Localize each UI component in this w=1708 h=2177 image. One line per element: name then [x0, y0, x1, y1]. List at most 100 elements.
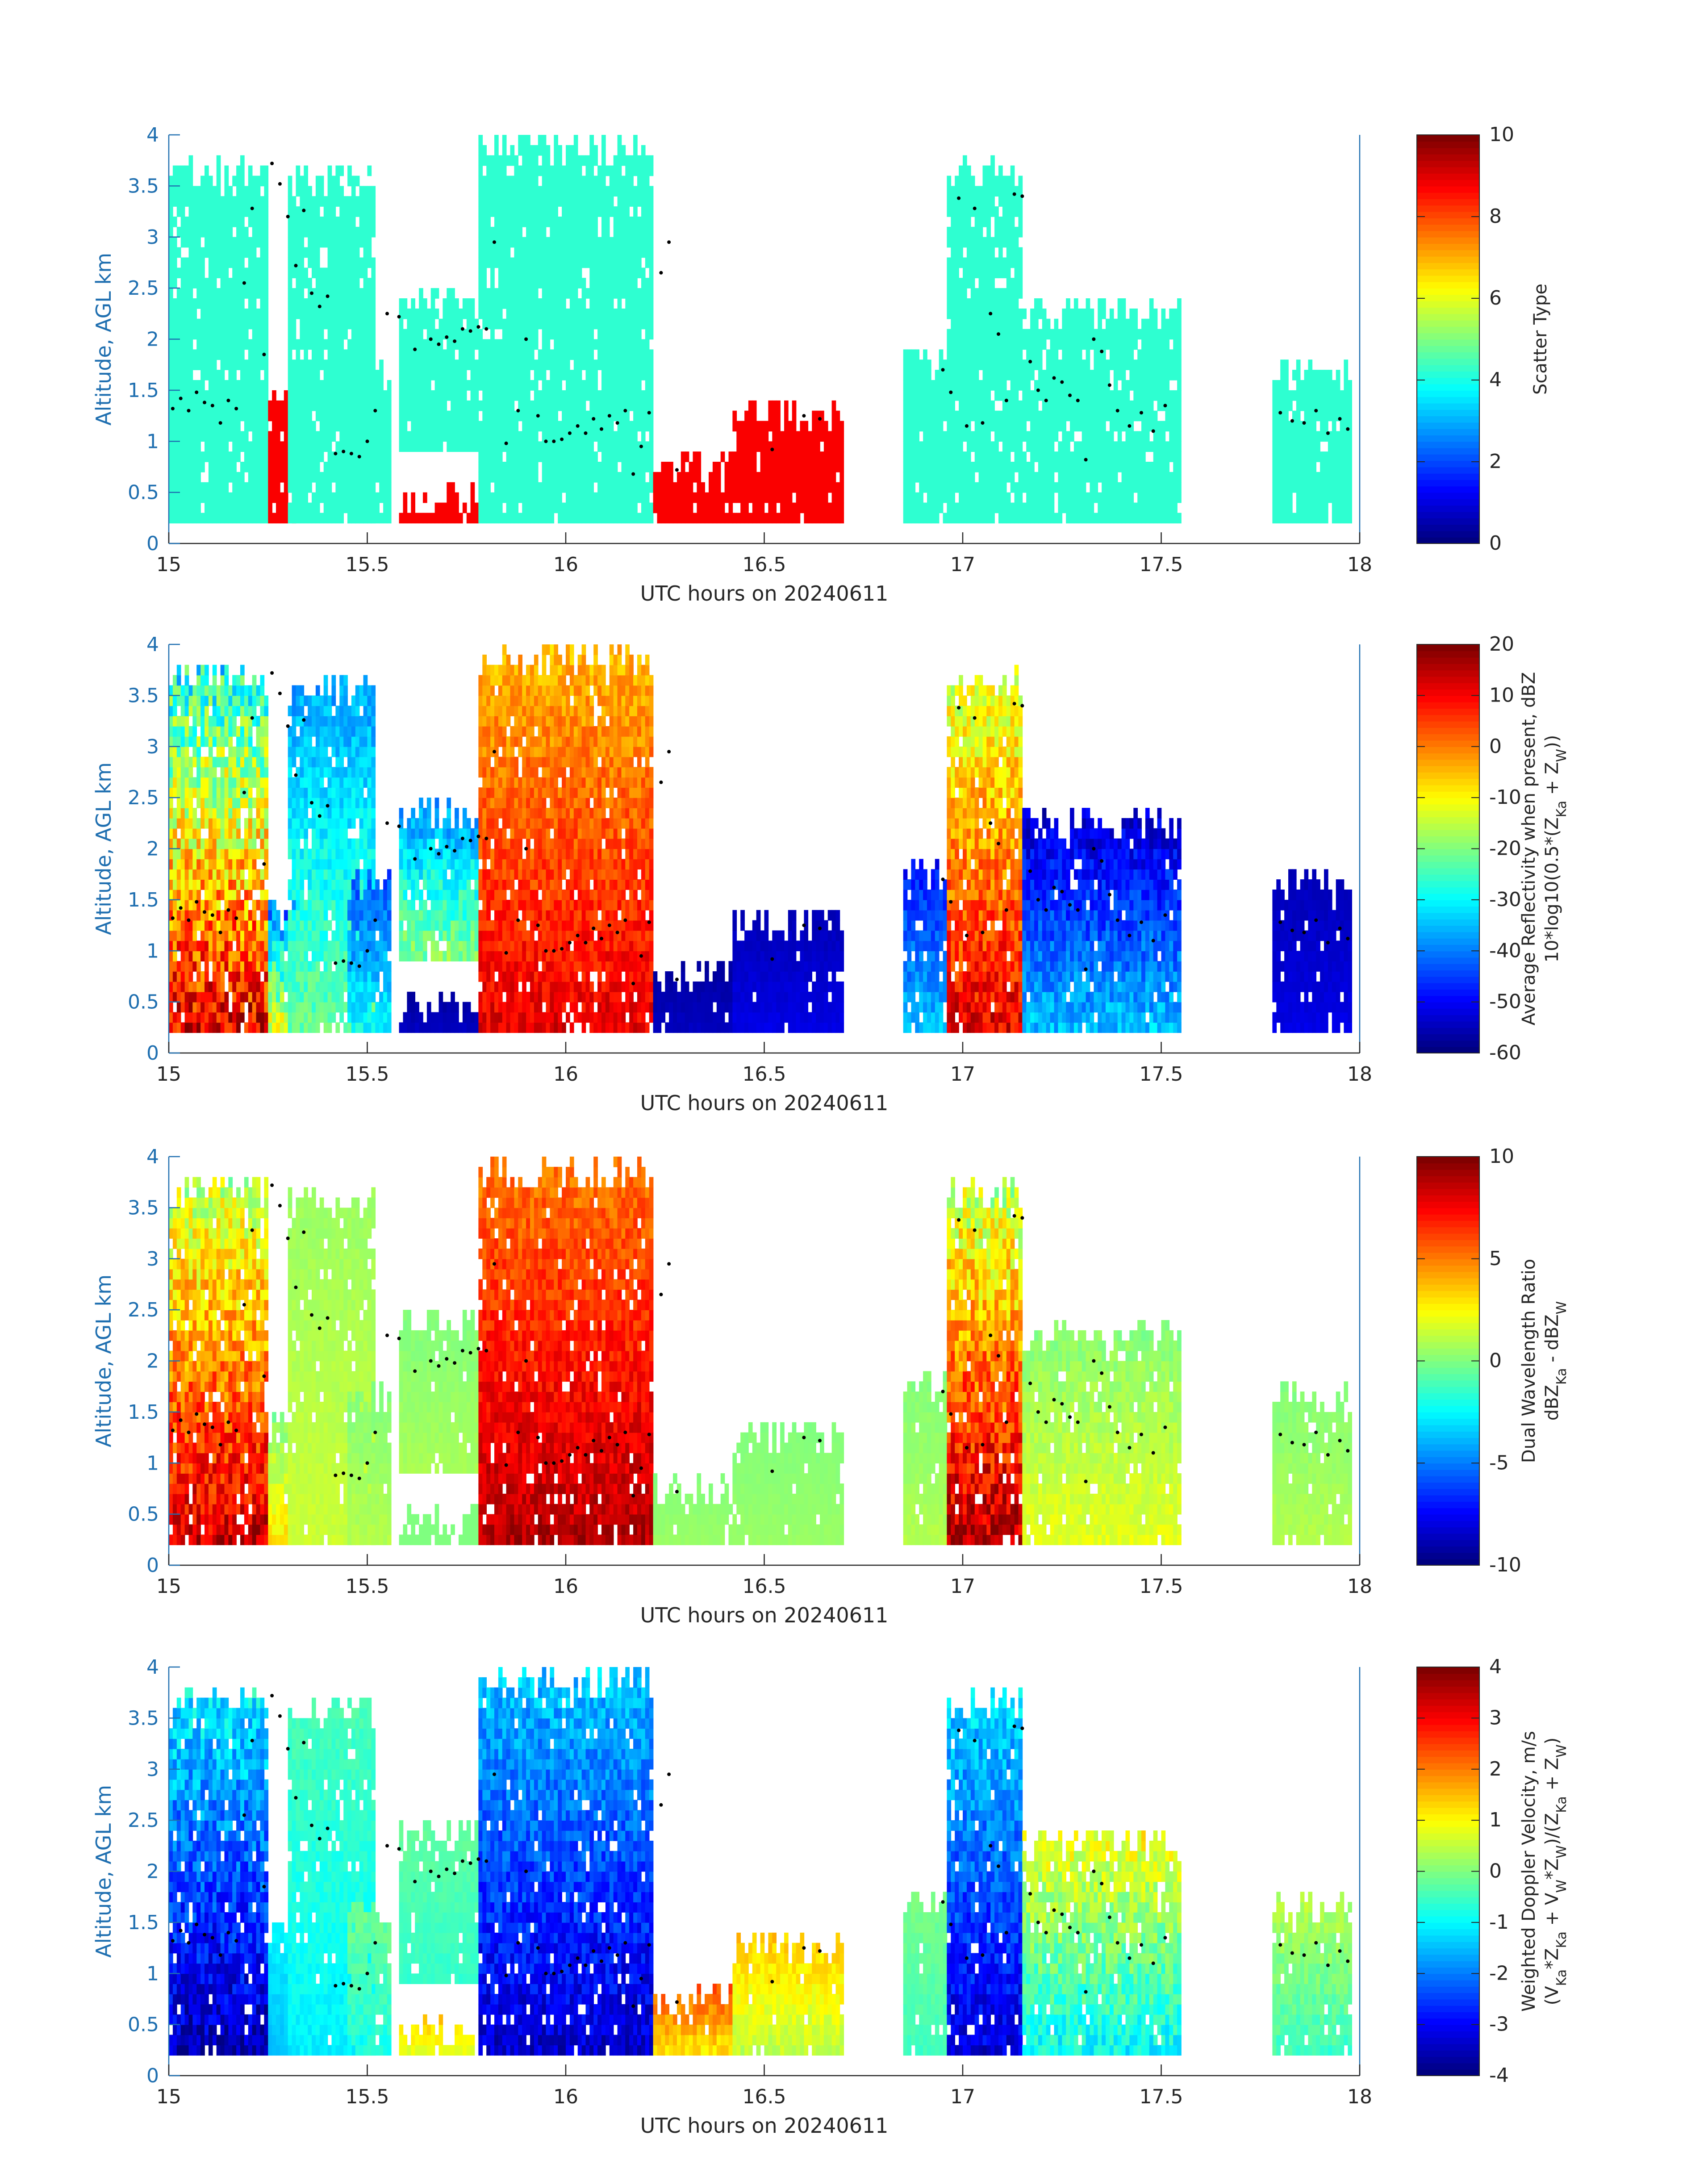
heatmap-cell [582, 513, 586, 523]
heatmap-cell [641, 145, 646, 156]
heatmap-cell [990, 206, 995, 217]
heatmap-cell [562, 390, 566, 401]
heatmap-cell [292, 206, 296, 217]
heatmap-cell [196, 359, 201, 370]
heatmap-cell [232, 441, 237, 452]
heatmap-cell [399, 349, 404, 360]
heatmap-cell [328, 267, 332, 278]
heatmap-cell [915, 513, 919, 523]
heatmap-cell [339, 309, 344, 319]
heatmap-cell [550, 176, 554, 187]
heatmap-cell [574, 155, 578, 166]
heatmap-cell [816, 472, 820, 483]
heatmap-cell [248, 441, 253, 452]
heatmap-cell [546, 155, 551, 166]
heatmap-cell [645, 247, 650, 258]
heatmap-cell [637, 298, 642, 309]
heatmap-cell [1034, 472, 1039, 483]
heatmap-cell [681, 472, 685, 483]
heatmap-cell [415, 411, 419, 422]
heatmap-cell [347, 503, 352, 514]
heatmap-cell [562, 451, 566, 462]
heatmap-cell [812, 441, 816, 452]
heatmap-cell [915, 359, 919, 370]
heatmap-cell [510, 390, 515, 401]
heatmap-cell [1006, 227, 1011, 238]
heatmap-cell [209, 196, 213, 207]
heatmap-cell [530, 176, 535, 187]
heatmap-cell [225, 288, 229, 299]
heatmap-cell [578, 278, 582, 288]
heatmap-cell [228, 431, 233, 442]
heatmap-cell [1038, 349, 1043, 360]
heatmap-cell [185, 370, 189, 380]
heatmap-cell [292, 359, 296, 370]
heatmap-cell [522, 217, 526, 227]
heatmap-cell [589, 401, 594, 411]
heatmap-cell [622, 370, 626, 380]
heatmap-cell [518, 390, 522, 401]
heatmap-cell [367, 411, 372, 422]
heatmap-cell [752, 411, 757, 422]
heatmap-cell [478, 258, 483, 268]
heatmap-cell [169, 370, 173, 380]
heatmap-cell [1019, 451, 1023, 462]
heatmap-cell [276, 421, 280, 432]
heatmap-cell [582, 462, 586, 472]
heatmap-cell [574, 288, 578, 299]
heatmap-cell [546, 258, 551, 268]
heatmap-cell [618, 288, 622, 299]
heatmap-cell [506, 349, 511, 360]
heatmap-cell [566, 267, 570, 278]
heatmap-cell [589, 451, 594, 462]
heatmap-cell [1062, 482, 1066, 493]
heatmap-cell [614, 380, 618, 391]
heatmap-cell [403, 411, 408, 422]
heatmap-cell [725, 493, 729, 503]
heatmap-cell [248, 349, 253, 360]
heatmap-cell [189, 390, 193, 401]
heatmap-cell [335, 349, 340, 360]
heatmap-cell [526, 176, 530, 187]
heatmap-cell [268, 472, 272, 483]
heatmap-cell [538, 247, 543, 258]
heatmap-cell [435, 380, 439, 391]
heatmap-cell [343, 267, 348, 278]
heatmap-cell [272, 411, 276, 422]
heatmap-cell [990, 503, 995, 514]
heatmap-cell [534, 451, 539, 462]
heatmap-cell [971, 472, 975, 483]
heatmap-cell [181, 196, 185, 207]
heatmap-cell [657, 513, 662, 523]
heatmap-cell [296, 431, 301, 442]
heatmap-cell [177, 462, 181, 472]
heatmap-cell [221, 503, 225, 514]
heatmap-cell [998, 370, 1003, 380]
heatmap-cell [324, 503, 328, 514]
heatmap-cell [526, 267, 530, 278]
heatmap-cell [967, 441, 971, 452]
heatmap-cell [622, 247, 626, 258]
heatmap-cell [514, 513, 518, 523]
heatmap-cell [1054, 462, 1059, 472]
heatmap-cell [475, 411, 479, 422]
heatmap-cell [546, 186, 551, 196]
heatmap-cell [169, 288, 173, 299]
heatmap-cell [522, 431, 526, 442]
heatmap-cell [300, 288, 304, 299]
heatmap-cell [482, 237, 487, 248]
heatmap-cell [578, 339, 582, 350]
heatmap-cell [593, 217, 598, 227]
heatmap-cell [371, 441, 376, 452]
heatmap-cell [967, 206, 971, 217]
heatmap-cell [542, 411, 547, 422]
heatmap-cell [288, 482, 292, 493]
heatmap-cell [947, 421, 951, 432]
heatmap-cell [264, 319, 268, 330]
heatmap-cell [292, 339, 296, 350]
heatmap-cell [1011, 380, 1015, 391]
heatmap-cell [570, 176, 574, 187]
heatmap-cell [1026, 339, 1031, 350]
heatmap-cell [304, 451, 308, 462]
heatmap-cell [236, 349, 241, 360]
